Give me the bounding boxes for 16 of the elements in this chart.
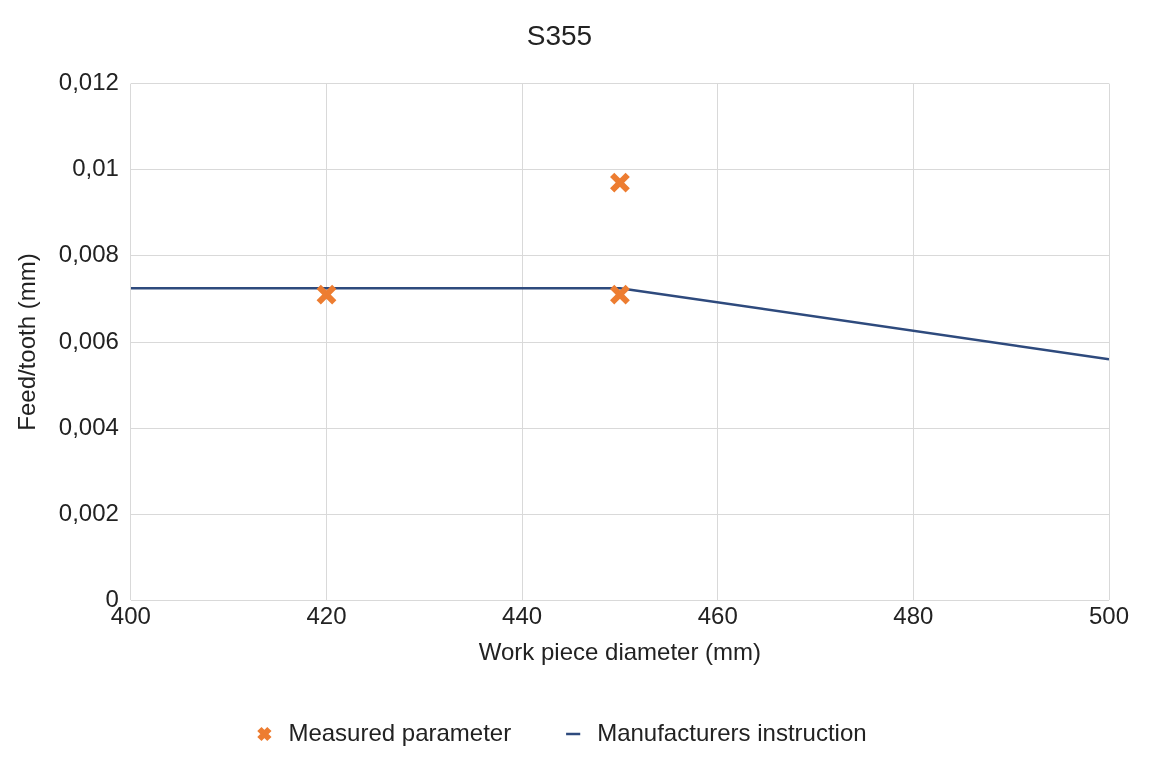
legend-label: Manufacturers instruction (597, 718, 867, 746)
y-axis-title: Feed/tooth (mm) (13, 253, 41, 431)
x-tick-label: 420 (306, 602, 347, 630)
y-tick-label: 0,01 (72, 154, 119, 182)
x-tick-label: 500 (1088, 602, 1130, 630)
x-tick-label: 480 (893, 602, 934, 630)
x-axis-title: Work piece diameter (mm) (478, 638, 762, 666)
chart-title: S355 (526, 19, 593, 51)
y-tick-label: 0,002 (58, 498, 119, 526)
x-tick-label: 460 (697, 602, 738, 630)
legend-label: Measured parameter (288, 718, 512, 746)
y-tick-label: 0,006 (58, 326, 119, 354)
y-tick-label: 0,004 (58, 412, 119, 440)
y-tick-label: 0,008 (58, 240, 119, 268)
x-tick-label: 440 (502, 602, 543, 630)
y-tick-label: 0,012 (58, 68, 119, 96)
